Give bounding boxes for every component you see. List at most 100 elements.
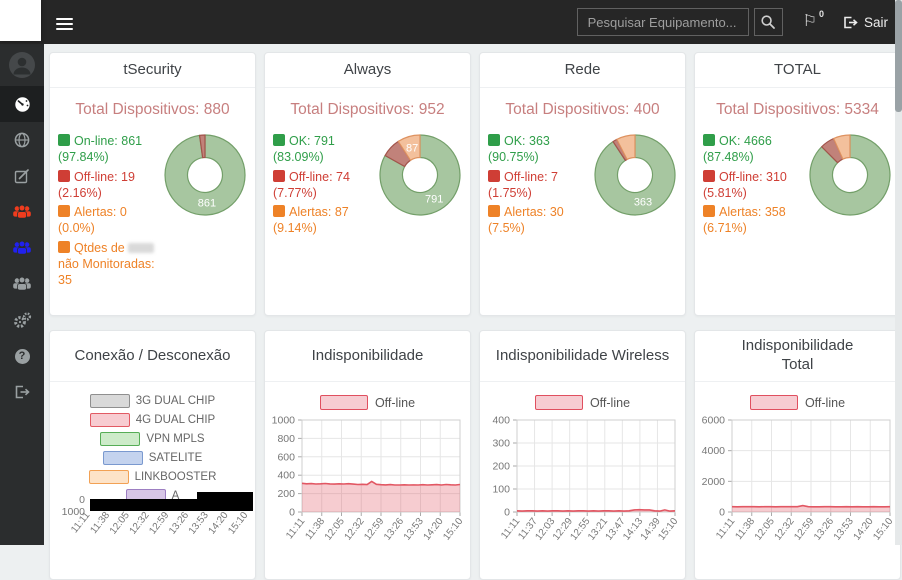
svg-text:12:59: 12:59	[792, 516, 816, 543]
legend-item-3g[interactable]: 3G DUAL CHIP	[50, 393, 255, 409]
legend-swatch	[703, 205, 715, 217]
card-title: TOTAL	[774, 60, 821, 78]
x-axis-labels: 11:11 11:38 12:05 12:32 12:59 13:26 13:53 14:20…	[50, 501, 252, 564]
donut-segment	[594, 134, 676, 216]
summary-card-total: TOTAL Total Dispositivos: 5334 OK: 4666 …	[694, 52, 901, 316]
svg-text:1000: 1000	[272, 415, 296, 427]
svg-text:15:10: 15:10	[871, 516, 895, 543]
offline-area-chart: 0 100 200 300 400 11:11 11:37 12:03 12:29 12:55 13…	[480, 412, 685, 567]
legend-item-alerts: Alertas: 0 (0.0%)	[58, 205, 127, 236]
offline-area-chart: 0 2000 4000 6000 11:11 11:38 12:05 12:32 12:59 13…	[695, 412, 900, 567]
svg-text:6000: 6000	[702, 415, 726, 427]
card-title: Rede	[564, 60, 601, 78]
chart-legend-offline[interactable]: Off-line	[480, 395, 685, 410]
card-title: Indisponibilidade Wireless	[495, 346, 670, 364]
offline-area-chart: 0 200 400 600 800 1000 11:11 11:38 12:05 12:32 12:…	[265, 412, 470, 567]
svg-text:13:53: 13:53	[832, 516, 856, 543]
svg-text:11:38: 11:38	[733, 516, 757, 542]
sidebar-item-logout[interactable]	[0, 374, 44, 410]
logout-label: Sair	[863, 14, 888, 30]
chart-card-indisponibilidade-total: Indisponibilidade Total Off-line 0 2000 40…	[694, 330, 901, 580]
sidebar-item-settings[interactable]	[0, 302, 44, 338]
svg-text:15:10: 15:10	[226, 510, 250, 537]
search-input[interactable]	[576, 8, 749, 36]
sidebar-item-users-red[interactable]	[0, 194, 44, 230]
sidebar-item-users-gray[interactable]	[0, 266, 44, 302]
sidebar-item-users-blue[interactable]	[0, 230, 44, 266]
legend-item-ok: OK: 363 (90.75%)	[488, 134, 550, 165]
globe-icon	[14, 132, 30, 148]
svg-text:13:53: 13:53	[402, 516, 426, 543]
user-avatar[interactable]	[0, 44, 44, 86]
top-navbar: ⚐ 0 Sair	[0, 0, 902, 44]
svg-text:300: 300	[492, 438, 510, 450]
status-donut-chart: 861	[163, 133, 247, 217]
connection-type-legend: 3G DUAL CHIP 4G DUAL CHIP VPN MPLS SATEL…	[50, 393, 255, 504]
svg-text:400: 400	[492, 415, 510, 427]
svg-text:200: 200	[277, 488, 295, 500]
donut-segment	[379, 134, 461, 216]
sidebar-item-dashboard[interactable]	[0, 86, 44, 122]
legend-swatch	[58, 134, 70, 146]
summary-row: tSecurity Total Dispositivos: 880 On-lin…	[49, 52, 901, 316]
svg-text:0: 0	[289, 507, 295, 519]
users-group-icon	[13, 205, 31, 219]
svg-text:400: 400	[277, 470, 295, 482]
legend-swatch	[703, 134, 715, 146]
y-axis-label: 1000	[61, 506, 85, 518]
svg-text:11:11: 11:11	[714, 516, 737, 542]
search-button[interactable]	[753, 8, 783, 36]
offline-series-line	[516, 508, 676, 512]
logout-button[interactable]: Sair	[843, 15, 888, 30]
svg-text:12:59: 12:59	[362, 516, 386, 543]
sidebar-item-help[interactable]: ?	[0, 338, 44, 374]
card-title: tSecurity	[123, 60, 182, 78]
legend-swatch	[488, 134, 500, 146]
chart-card-indisponibilidade: Indisponibilidade Off-line 0 200 400 600 800…	[264, 330, 471, 580]
legend-item-alerts: Alertas: 30 (7.5%)	[488, 205, 564, 236]
legend-swatch	[534, 395, 583, 410]
status-donut-chart	[808, 133, 892, 217]
legend-swatch	[273, 205, 285, 217]
legend-item-vpn-mpls[interactable]: VPN MPLS	[50, 431, 255, 447]
scrollbar[interactable]	[895, 0, 902, 545]
svg-text:100: 100	[492, 484, 510, 496]
flag-icon: ⚐	[802, 13, 817, 30]
svg-text:0: 0	[719, 507, 725, 519]
legend-swatch	[88, 470, 129, 484]
chart-legend-offline[interactable]: Off-line	[265, 395, 470, 410]
offline-series-line	[301, 480, 461, 486]
donut-value-label: 861	[198, 197, 216, 209]
legend-swatch	[58, 169, 70, 182]
redacted-text	[128, 242, 155, 253]
offline-series-line	[731, 504, 891, 508]
legend-swatch	[749, 395, 798, 410]
svg-text:12:05: 12:05	[753, 516, 777, 543]
search-icon	[761, 15, 776, 29]
legend-item-ok: OK: 4666 (87.48%)	[703, 134, 772, 165]
chart-legend-offline[interactable]: Off-line	[695, 395, 900, 410]
summary-card-always: Always Total Dispositivos: 952 OK: 791 (…	[264, 52, 471, 316]
legend-item-not-monitored: Qtdes de não Monitoradas: 35	[58, 240, 155, 287]
legend-item-offline: Off-line: 19 (2.16%)	[58, 169, 135, 200]
users-group-icon	[13, 277, 31, 291]
scrollbar-thumb[interactable]	[895, 0, 902, 112]
sidebar-item-globe[interactable]	[0, 122, 44, 158]
sidebar-item-edit[interactable]	[0, 158, 44, 194]
redaction-bar	[197, 492, 253, 511]
status-donut-chart: 791 87	[378, 133, 462, 217]
notifications-flag-button[interactable]: ⚐ 0	[802, 9, 824, 31]
menu-toggle-button[interactable]	[54, 13, 75, 35]
legend-item-offline: Off-line: 7 (1.75%)	[488, 169, 558, 200]
legend-item-4g[interactable]: 4G DUAL CHIP	[50, 412, 255, 428]
card-title: Indisponibilidade Total	[741, 337, 854, 373]
svg-text:0: 0	[504, 507, 510, 519]
svg-text:11:38: 11:38	[303, 516, 327, 542]
legend-item-linkbooster[interactable]: LINKBOOSTER	[50, 469, 255, 485]
svg-text:15:10: 15:10	[656, 516, 680, 543]
legend-swatch	[89, 394, 130, 408]
svg-text:15:10: 15:10	[441, 516, 465, 543]
logo[interactable]	[0, 0, 41, 41]
legend-item-satelite[interactable]: SATELITE	[50, 450, 255, 466]
legend-item-offline: Off-line: 74 (7.77%)	[273, 169, 350, 200]
